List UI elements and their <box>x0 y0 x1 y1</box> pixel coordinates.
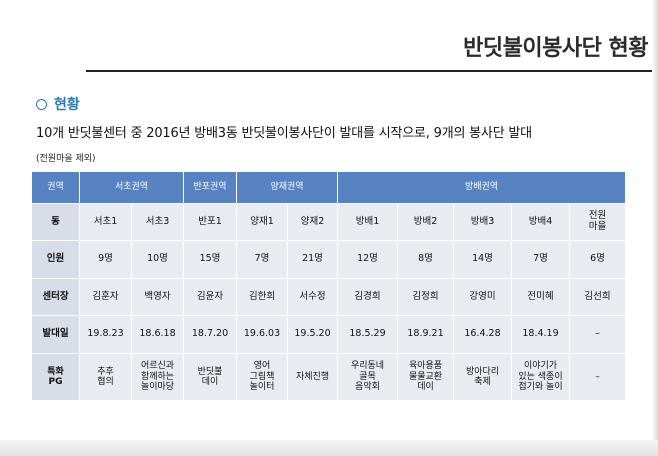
table-cell: 반딧불 데이 <box>183 353 237 401</box>
table-cell: 김선희 <box>568 278 627 316</box>
header-group-seocho: 서초권역 <box>79 171 184 204</box>
table-cell: 18.5.29 <box>337 315 398 354</box>
table-cell: 6명 <box>568 240 627 279</box>
section-heading: 현황 <box>36 94 80 114</box>
table-cell: 어르신과 함께하는 놀이마당 <box>131 353 184 401</box>
row-label: 발대일 <box>31 315 80 354</box>
slide-edge-shadow <box>652 0 658 456</box>
row-label: 인원 <box>31 240 80 279</box>
table-cell: 9명 <box>79 240 132 279</box>
table-cell: 방배1 <box>337 203 398 241</box>
table-row-center-head: 센터장 김훈자 백영자 김윤자 김한희 서수정 김경희 김정희 강영미 전미혜 김선희 <box>31 278 627 316</box>
table-cell: 백영자 <box>131 278 184 316</box>
table-row-special-program: 특화 PG 추후 협의 어르신과 함께하는 놀이마당 반딧불 데이 영어 그림책 놀이터 자체진행 우리동… <box>31 353 627 401</box>
table-cell: 19.6.03 <box>236 315 288 354</box>
table-cell: 방배2 <box>397 203 454 241</box>
table-cell: 추후 협의 <box>79 353 132 401</box>
table-cell: 김윤자 <box>183 278 237 316</box>
table-cell: 김한희 <box>236 278 288 316</box>
row-label: 동 <box>31 203 80 241</box>
table-cell: 육아용품 물물교환 데이 <box>397 353 454 401</box>
table-cell: – <box>568 353 627 401</box>
table-cell: 18.6.18 <box>131 315 184 354</box>
table-cell: 12명 <box>337 240 398 279</box>
table-cell: 7명 <box>236 240 288 279</box>
table-cell: 21명 <box>287 240 338 279</box>
section-heading-label: 현황 <box>54 97 80 113</box>
table-cell: 10명 <box>131 240 184 279</box>
circle-bullet-icon <box>36 98 47 110</box>
table-cell: 김경희 <box>337 278 398 316</box>
table-cell: 서초3 <box>131 203 184 241</box>
table-cell: 김훈자 <box>79 278 132 316</box>
header-label: 권역 <box>31 171 80 204</box>
table-cell: 김정희 <box>397 278 454 316</box>
table-row-launch-date: 발대일 19.8.23 18.6.18 18.7.20 19.6.03 19.5.20 18… <box>31 315 627 354</box>
table-cell: 19.5.20 <box>287 315 338 354</box>
note-text: (전원마을 제외) <box>36 154 96 164</box>
title-underline <box>86 70 652 72</box>
table-cell: 16.4.28 <box>453 315 512 354</box>
description-text: 10개 반딧불센터 중 2016년 방배3동 반딧불이봉사단이 발대를 시작으로… <box>36 126 532 141</box>
table-header-row: 권역 서초권역 반포권역 양재권역 방배권역 <box>31 171 627 204</box>
table-cell: 우리동네 골목 음악회 <box>337 353 398 401</box>
table-cell: – <box>568 315 627 354</box>
slide-bottom-band <box>0 440 658 456</box>
table-cell: 영어 그림책 놀이터 <box>236 353 288 401</box>
table-cell: 방배4 <box>511 203 570 241</box>
row-label: 특화 PG <box>31 353 80 401</box>
table-cell: 15명 <box>183 240 237 279</box>
table-cell: 서초1 <box>79 203 132 241</box>
table-row-dong: 동 서초1 서초3 반포1 양재1 양재2 방배1 방배2 방배3 방배4 전원 마을 <box>31 203 627 241</box>
table-cell: 18.7.20 <box>183 315 237 354</box>
table-cell: 이야기가 있는 색종이 접기와 놀이 <box>511 353 570 401</box>
header-group-bangbae: 방배권역 <box>336 171 627 204</box>
table-cell: 방배3 <box>453 203 512 241</box>
volunteer-status-table: 권역 서초권역 반포권역 양재권역 방배권역 동 서초1 서초3 반포1 양재1 양재2 방… <box>31 171 627 401</box>
table-cell: 19.8.23 <box>79 315 132 354</box>
page-title: 반딧불이봉사단 현황 <box>463 36 648 61</box>
table-cell: 전미혜 <box>511 278 570 316</box>
table-cell: 8명 <box>397 240 454 279</box>
table-cell: 7명 <box>511 240 570 279</box>
row-label: 센터장 <box>31 278 80 316</box>
table-cell: 양재1 <box>236 203 288 241</box>
table-cell: 반포1 <box>183 203 237 241</box>
table-cell: 18.4.19 <box>511 315 570 354</box>
header-group-yangjae: 양재권역 <box>236 171 338 204</box>
table-row-members: 인원 9명 10명 15명 7명 21명 12명 8명 14명 7명 6명 <box>31 240 627 279</box>
table-cell: 서수정 <box>287 278 338 316</box>
header-group-banpo: 반포권역 <box>183 171 237 204</box>
table-cell: 14명 <box>453 240 512 279</box>
table-cell: 강영미 <box>453 278 512 316</box>
table-cell: 방아다리 축제 <box>453 353 512 401</box>
table-cell: 자체진행 <box>287 353 338 401</box>
table-cell: 양재2 <box>287 203 338 241</box>
table-cell: 18.9.21 <box>397 315 454 354</box>
table-cell: 전원 마을 <box>568 203 627 241</box>
